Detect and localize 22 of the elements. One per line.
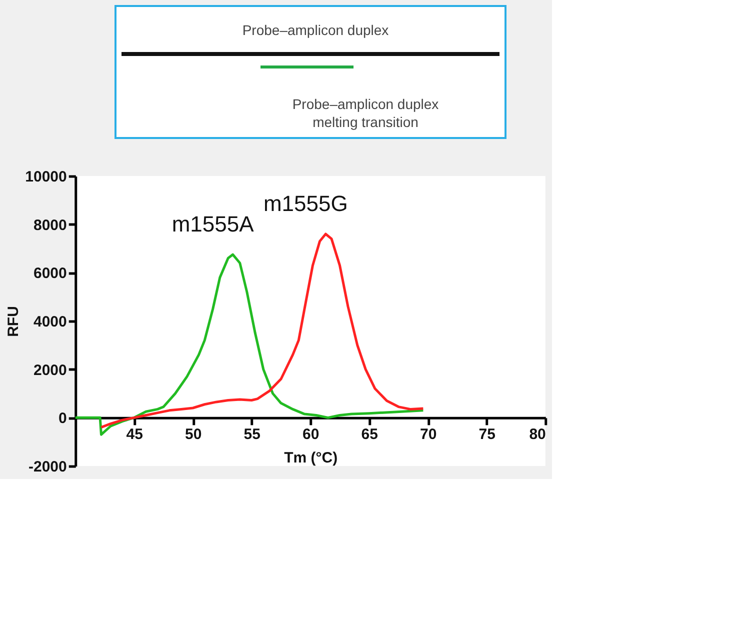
series-label: m1555A <box>172 212 254 237</box>
x-tick-label: 55 <box>244 426 260 444</box>
y-tick-label: 6000 <box>34 265 67 282</box>
y-tick-label: -2000 <box>28 458 67 476</box>
x-tick-label: 80 <box>529 426 546 444</box>
y-tick-label: 4000 <box>34 314 67 330</box>
text: Probe–amplicon duplex melting transition <box>292 96 439 130</box>
x-tick-label: 60 <box>302 426 320 444</box>
y-tick-label: 10000 <box>25 168 67 186</box>
x-tick-label: 65 <box>361 426 378 444</box>
x-axis-title: Tm (°C) <box>284 450 338 466</box>
y-tick-label: 0 <box>58 410 67 428</box>
x-tick-label: 45 <box>126 426 143 444</box>
line-series <box>100 232 424 429</box>
y-axis-title: RFU <box>5 306 22 337</box>
x-tick-label: 75 <box>478 426 496 444</box>
series-label: m1555G <box>263 191 348 216</box>
y-tick-label: 8000 <box>34 216 67 234</box>
text: Probe–amplicon duplex <box>242 22 389 38</box>
x-tick-label: 50 <box>185 426 202 444</box>
y-tick-label: 2000 <box>34 362 67 379</box>
x-tick-label: 70 <box>420 426 437 444</box>
